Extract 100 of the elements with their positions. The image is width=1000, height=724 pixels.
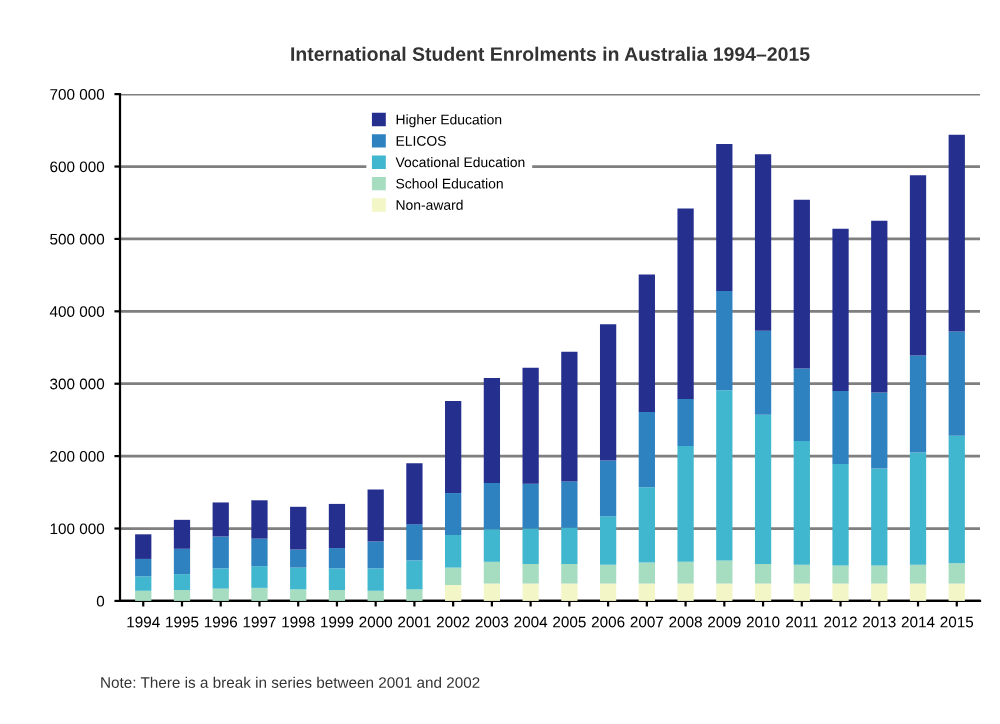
bar [832,228,849,391]
bar [328,503,346,549]
bar [483,529,501,562]
bar [173,519,191,549]
bar [561,481,578,528]
bar [173,590,191,601]
bar [561,564,578,584]
bar [871,468,888,566]
bar [135,558,152,577]
bar [638,562,655,584]
bar [793,199,810,369]
bar [754,154,772,331]
bar [522,583,539,601]
bar [599,324,617,461]
bar [212,536,229,569]
bar [793,368,810,441]
bar [290,589,307,601]
bar [522,367,539,484]
bar [948,563,965,584]
bar [638,274,655,412]
bar [716,144,733,292]
bar [599,460,617,517]
bar [251,566,268,588]
bar [716,390,733,561]
bar [832,464,849,566]
bar [793,583,810,601]
bar [716,291,733,391]
bar [483,377,501,483]
bar [754,583,772,601]
chart-title: International Student Enrolments in Australia 1994–2015 [291,46,810,61]
bar [445,584,462,601]
bar [948,331,965,436]
bar [638,583,655,601]
bar [212,502,229,537]
bar [135,590,152,601]
bar [793,440,810,565]
bar [406,524,423,561]
bar [871,583,888,601]
bar [173,548,191,575]
bar [716,560,733,584]
bar [251,587,268,601]
bar [948,583,965,601]
bar [290,567,307,590]
bar [367,541,384,569]
bar [793,564,810,584]
bar [599,583,617,601]
bar [561,527,578,564]
bar [328,548,346,569]
bar [561,351,578,482]
bar [638,411,655,488]
bar [212,568,229,589]
bar [328,590,346,601]
bar [445,493,462,536]
bar [173,574,191,591]
bar [367,489,384,542]
bar [290,549,307,568]
bar [871,565,888,584]
bar [445,401,462,494]
bar [522,528,539,564]
bar [483,482,501,530]
bar [677,208,694,399]
bar [909,564,927,584]
bar [871,220,888,393]
bar [832,565,849,584]
bar [948,435,965,564]
bar [677,583,694,601]
bar [677,398,694,446]
bar [909,583,927,601]
bar [832,583,849,601]
bar [135,534,152,559]
bar [445,535,462,568]
bar [483,561,501,584]
bar [754,564,772,584]
bar [638,487,655,563]
bar [251,500,268,539]
bar [599,564,617,584]
bar [290,506,307,550]
bar [212,588,229,601]
bar [716,583,733,601]
bar [909,452,927,565]
bar [599,516,617,565]
bar [754,330,772,415]
bar [871,392,888,469]
bar [909,355,927,453]
bar [367,590,384,601]
bar [561,583,578,601]
bar [948,134,965,332]
bar [406,463,423,525]
bar [909,175,927,356]
bar [754,414,772,564]
bar [522,483,539,529]
bar [677,445,694,562]
bar [367,568,384,591]
bar [135,576,152,591]
bar [406,560,423,590]
bar [251,538,268,567]
bar [677,561,694,584]
bar [522,564,539,584]
bar [832,390,849,465]
bar [328,568,346,591]
